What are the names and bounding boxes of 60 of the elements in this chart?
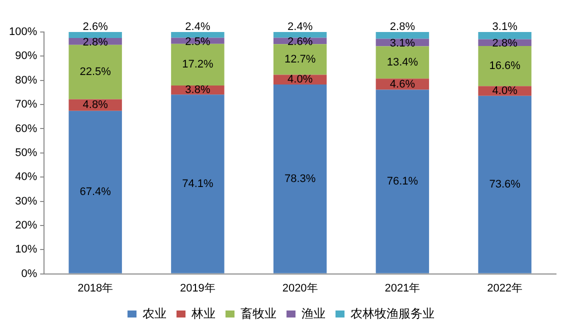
bar [171,32,224,38]
data-label: 4.8% [82,99,108,112]
y-tick-label: 100% [8,26,38,38]
y-tick-label: 40% [15,171,38,184]
data-label: 4.0% [288,74,313,86]
data-label: 3.1% [390,38,416,50]
data-label: 74.1% [182,178,214,190]
data-label: 67.4% [80,186,112,198]
data-label: 4.6% [390,78,416,90]
bar [376,32,430,39]
data-label: 73.6% [489,178,521,191]
legend-label: 农业 [142,306,166,320]
bar [376,90,430,274]
y-tick-label: 60% [15,122,38,135]
data-label: 4.0% [492,85,518,98]
x-tick-label: 2022年 [487,282,523,294]
bar [171,44,224,86]
y-tick-label: 90% [15,50,38,62]
x-tick-label: 2019年 [180,282,216,294]
x-tick-label: 2020年 [282,282,318,294]
bar [478,32,532,40]
y-tick-label: 80% [15,74,38,86]
data-label: 76.1% [386,176,418,188]
data-label: 3.8% [185,84,210,96]
x-tick-label: 2018年 [78,282,114,294]
data-label: 17.2% [182,58,214,71]
data-label: 22.5% [80,66,112,78]
legend-label: 林业 [190,306,216,320]
data-label: 2.6% [82,20,108,33]
legend-label: 渔业 [302,306,326,320]
data-label: 2.4% [185,21,210,34]
y-tick-label: 10% [15,244,38,256]
data-label: 3.1% [492,20,518,33]
bar [68,32,122,38]
data-label: 13.4% [386,56,418,68]
data-label: 2.5% [185,36,210,48]
data-label: 2.8% [492,38,518,50]
data-label: 78.3% [284,172,316,185]
y-tick-label: 20% [15,219,38,232]
y-tick-label: 50% [15,146,38,159]
data-label: 16.6% [489,60,521,72]
y-tick-label: 30% [15,195,38,208]
legend-label: 畜牧业 [240,306,276,320]
bar [478,46,532,86]
bar [376,46,430,79]
bar [273,32,327,38]
bar [478,96,532,274]
bar [68,110,122,274]
bar [171,94,224,274]
y-tick-label: 70% [15,98,38,111]
data-label: 2.8% [390,21,416,34]
data-label: 2.4% [288,21,313,34]
legend-label: 农林牧渔服务业 [350,306,434,320]
data-label: 2.8% [82,36,108,48]
bar [273,44,327,75]
bar [68,44,122,100]
data-label: 12.7% [284,53,316,66]
x-tick-label: 2021年 [384,282,420,294]
bar [273,84,327,274]
y-tick-label: 0% [21,268,38,280]
